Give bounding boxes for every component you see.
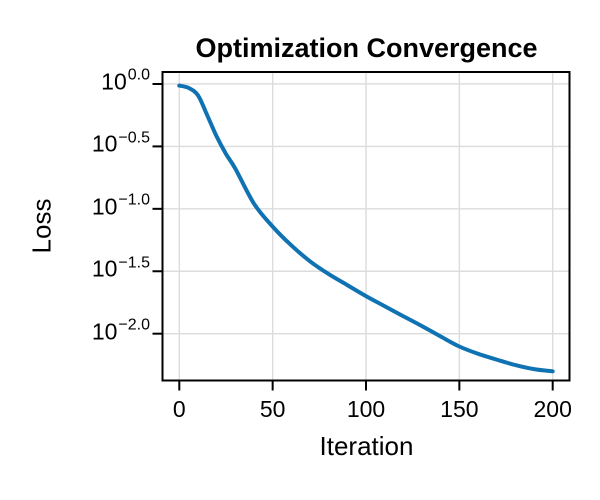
y-tick-label: 10−1.5 (91, 253, 150, 282)
y-axis-label: Loss (26, 198, 57, 254)
loss-curve (177, 83, 555, 374)
y-tick-label: 10−2.0 (91, 316, 150, 345)
x-tick-label: 0 (172, 396, 186, 422)
y-tick-label: 10−0.5 (91, 129, 150, 157)
y-tick-label: 10−1.0 (91, 191, 150, 220)
plot-border (161, 71, 571, 382)
x-tick-label: 100 (346, 396, 386, 422)
x-tick-label: 50 (259, 396, 286, 422)
y-tick-label: 100.0 (101, 66, 150, 95)
x-tick-label: 200 (533, 396, 572, 422)
axis-ticks (152, 82, 554, 391)
x-tick-label: 150 (440, 396, 479, 422)
gridlines (162, 72, 570, 381)
chart-title: Optimization Convergence (195, 33, 538, 63)
x-axis-label: Iteration (319, 431, 414, 461)
